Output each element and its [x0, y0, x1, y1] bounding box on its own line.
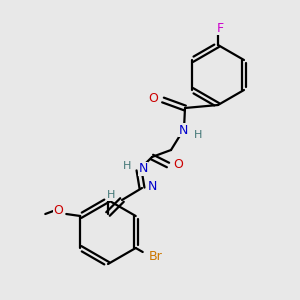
Text: Br: Br	[149, 250, 163, 262]
Text: H: H	[194, 130, 202, 140]
Text: H: H	[123, 161, 131, 171]
Text: O: O	[148, 92, 158, 106]
Text: H: H	[107, 190, 115, 200]
Text: N: N	[147, 181, 157, 194]
Text: O: O	[53, 205, 63, 218]
Text: F: F	[216, 22, 224, 34]
Text: O: O	[173, 158, 183, 172]
Text: N: N	[138, 163, 148, 176]
Text: N: N	[178, 124, 188, 136]
